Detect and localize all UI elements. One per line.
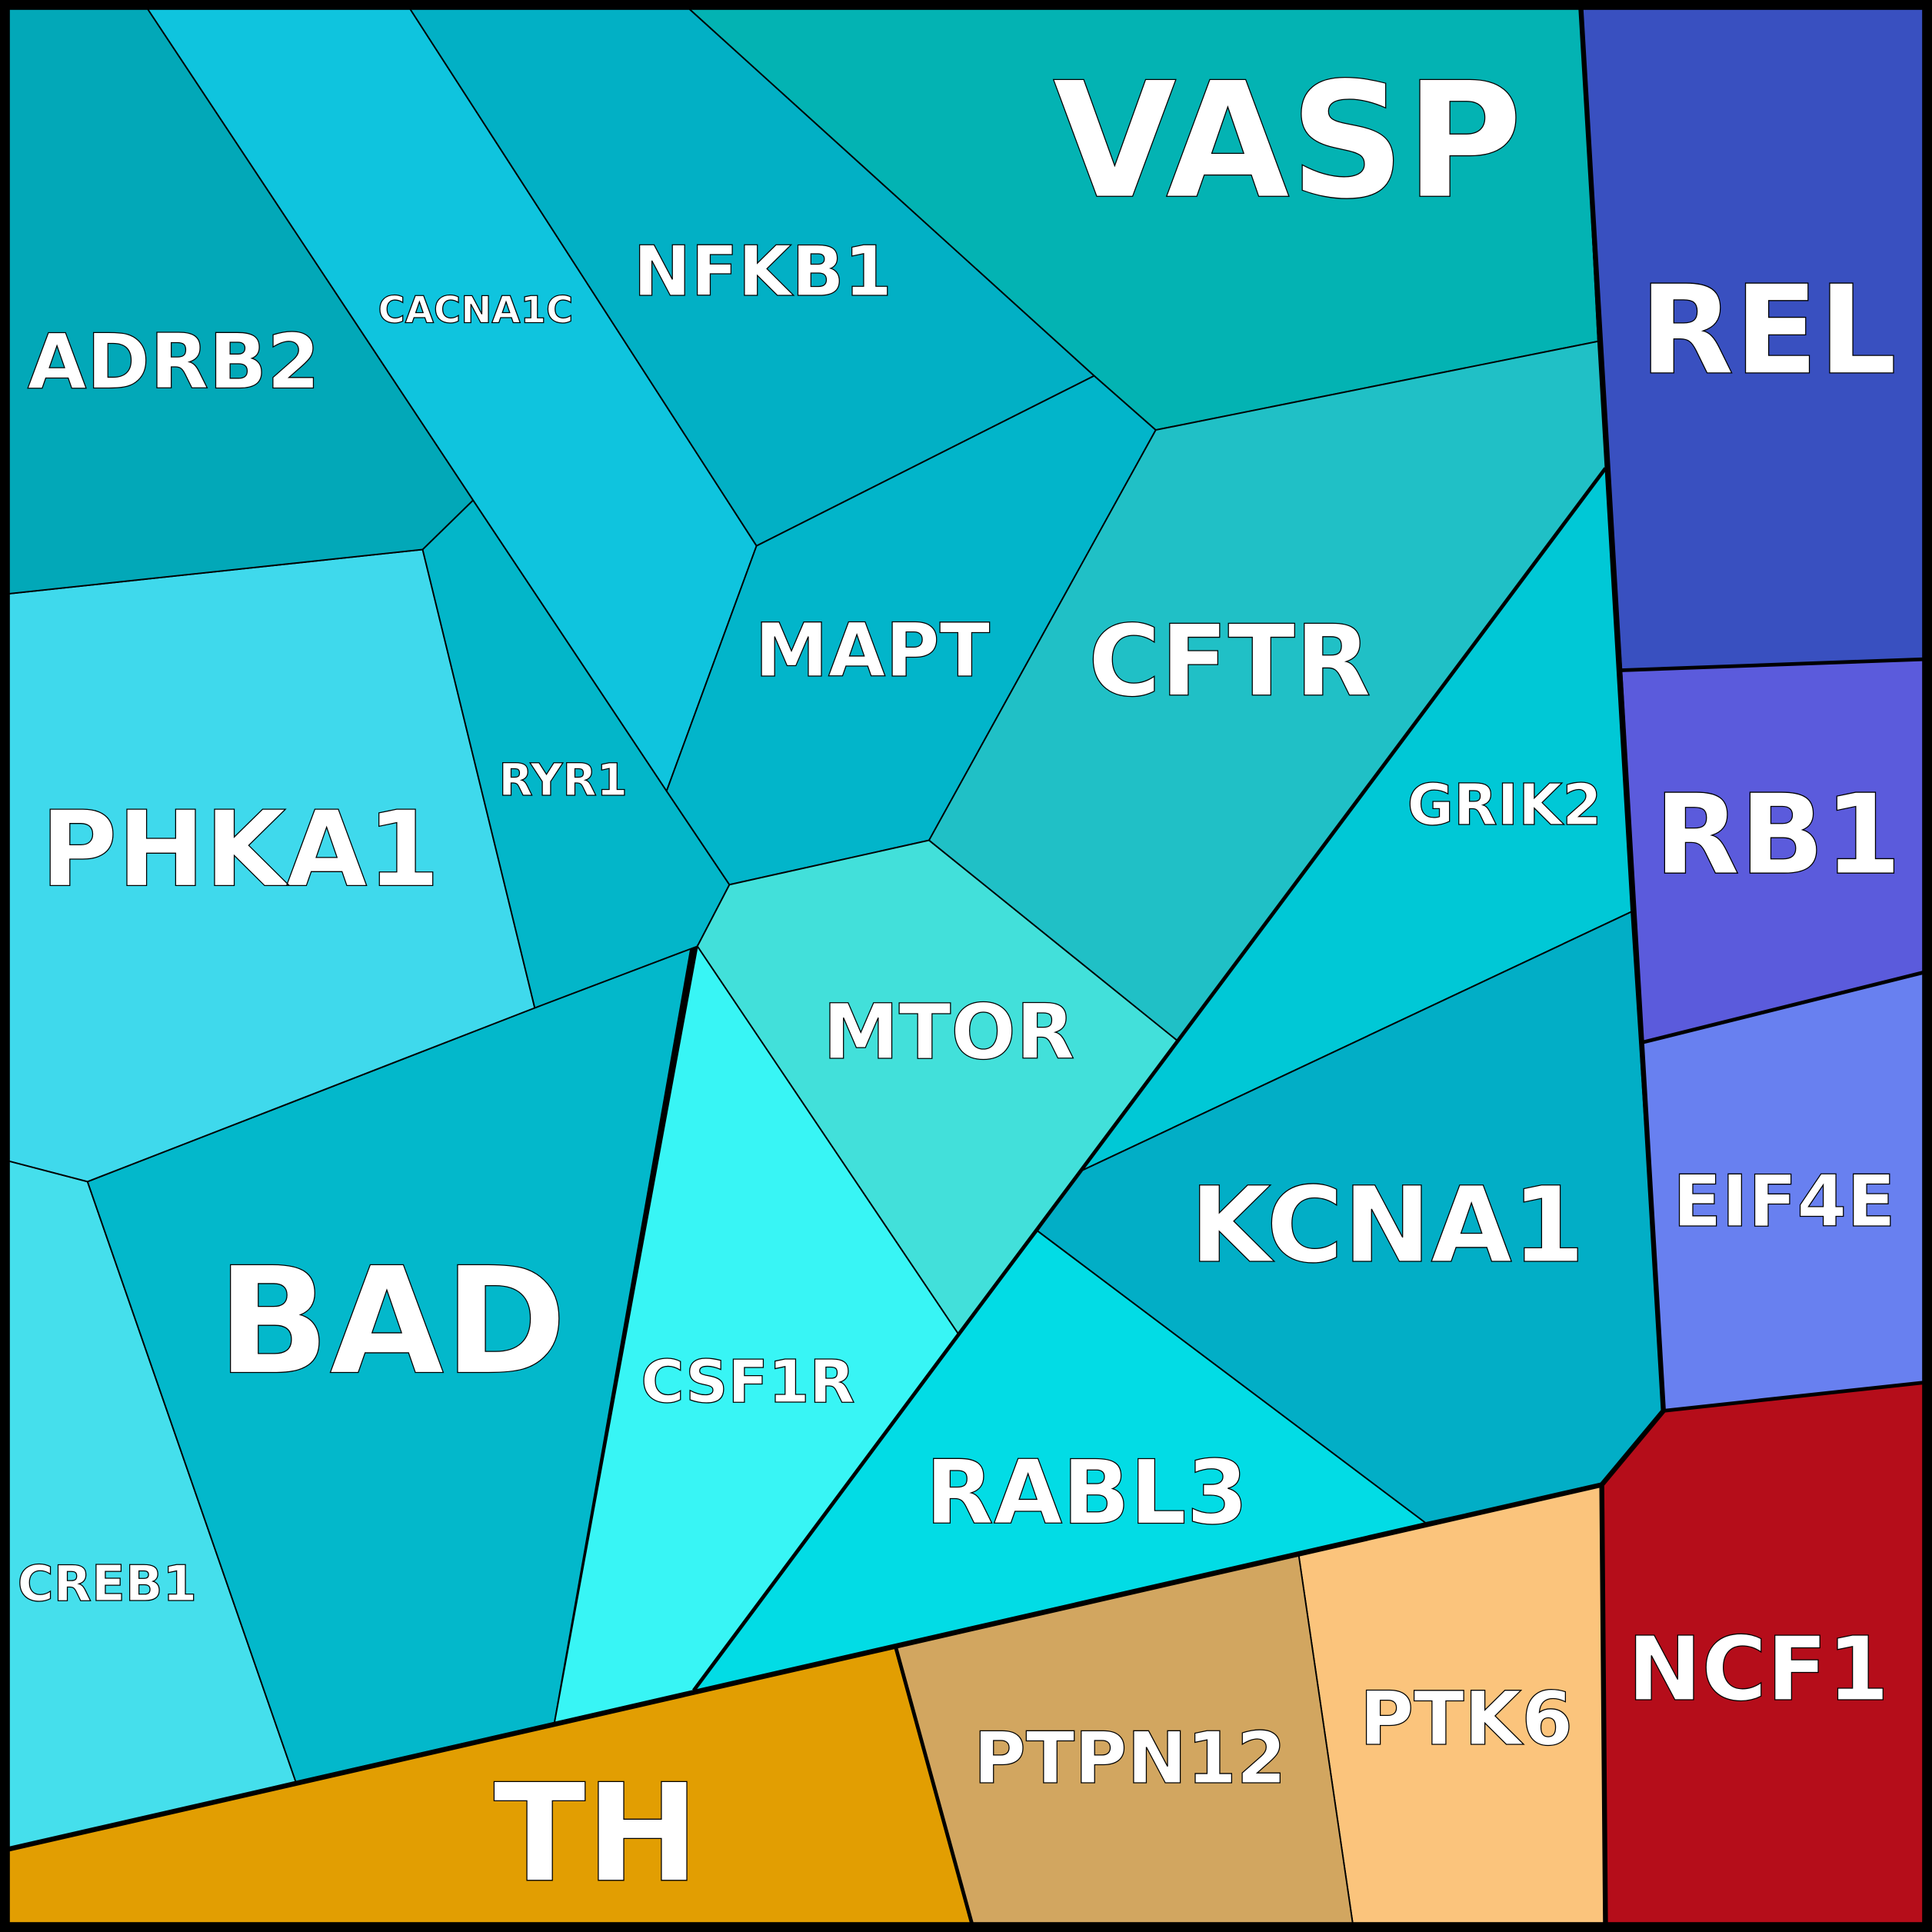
group-boundary [894,1647,974,1926]
group-boundary [1621,657,1925,672]
group-boundary [1578,7,1667,1925]
cell-label-phka1: PHKA1 [41,789,440,911]
cell-label-bad: BAD [217,1236,567,1407]
cell-label-vasp: VASP [1053,48,1523,235]
cell-label-rabl3: RABL3 [925,1442,1248,1545]
cell-label-rel: REL [1639,258,1897,402]
cell-label-ncf1: NCF1 [1627,1618,1889,1721]
cell-label-creb1: CREB1 [18,1556,198,1613]
cell-label-cacna1c: CACNA1C [378,289,573,332]
cell-label-ptpn12: PTPN12 [974,1717,1287,1800]
cell-label-nfkb1: NFKB1 [633,232,892,312]
group-boundary [1641,970,1925,1044]
cell-label-eif4e: EIF4E [1673,1160,1896,1243]
cell-label-cftr: CFTR [1088,605,1371,719]
cell-label-kcna1: KCNA1 [1190,1165,1584,1287]
group-boundary [6,1482,1603,1852]
cell-label-grik2: GRIK2 [1407,773,1602,838]
cell-label-th: TH [494,1754,700,1913]
group-boundary [692,467,1607,1692]
group-boundary [1663,1381,1925,1413]
cell-label-mapt: MAPT [754,608,990,694]
cell-label-mtor: MTOR [823,988,1074,1077]
cell-label-ryr1: RYR1 [498,754,628,806]
cell-label-adrb2: ADRB2 [28,318,321,407]
cell-label-ptk6: PTK6 [1360,1676,1573,1762]
cell-label-csf1r: CSF1R [641,1348,854,1417]
cell-label-rb1: RB1 [1654,771,1901,900]
